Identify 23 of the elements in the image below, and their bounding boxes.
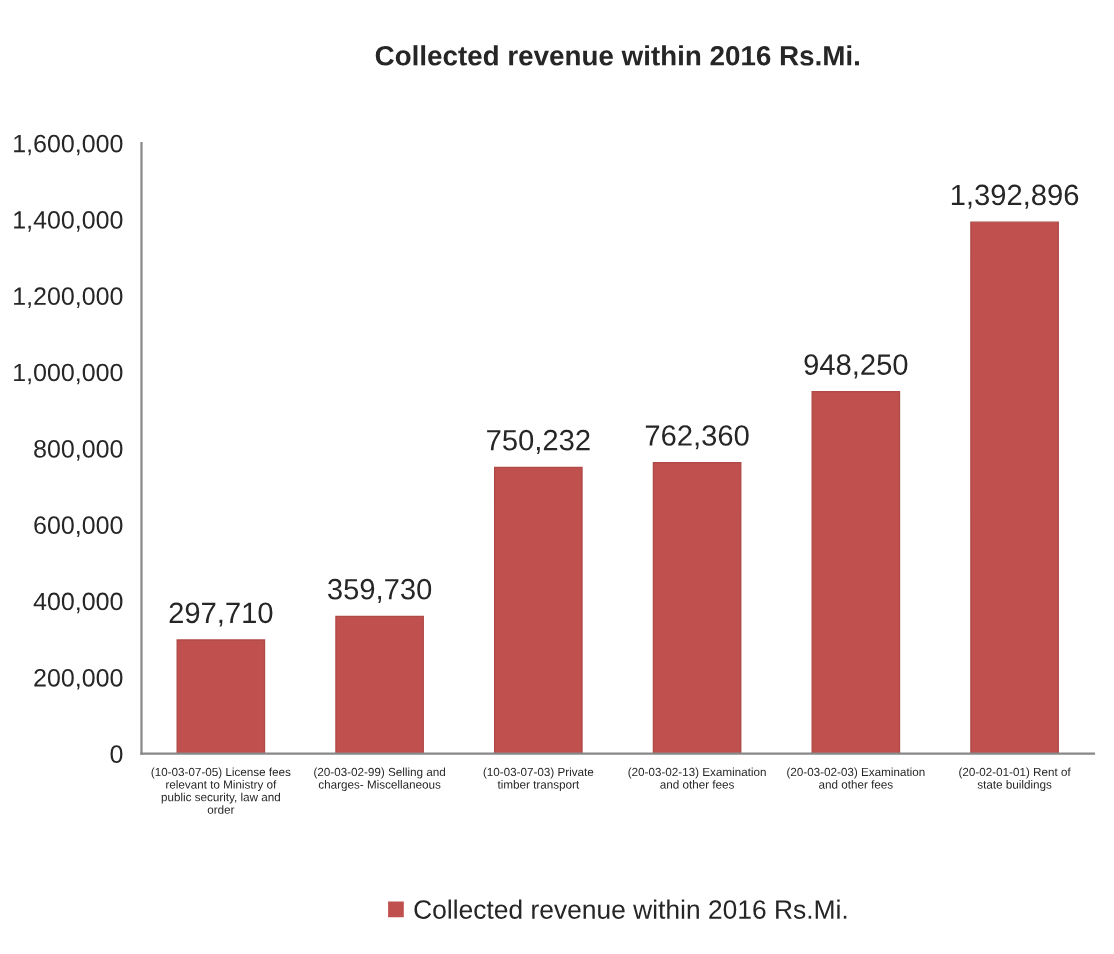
y-tick-label: 1,400,000 xyxy=(14,211,123,232)
y-tick-label: 200,000 xyxy=(34,668,123,690)
y-tick-label: 1,000,000 xyxy=(14,363,123,385)
text: 948,250 xyxy=(804,354,908,379)
bar xyxy=(970,221,1059,754)
y-tick-label: 1,600,000 xyxy=(14,134,123,156)
text: 762,360 xyxy=(645,425,749,450)
bar xyxy=(335,615,424,754)
y-tick-label: 1,200,000 xyxy=(14,287,123,308)
text: 1,392,896 xyxy=(951,184,1079,209)
bar xyxy=(652,462,742,754)
bar xyxy=(811,391,901,754)
bar xyxy=(493,466,583,754)
y-tick-label: 0 xyxy=(110,745,123,763)
text: 750,232 xyxy=(487,429,590,454)
y-tick-label: 400,000 xyxy=(33,592,123,614)
text: 359,730 xyxy=(328,578,432,603)
chart-title: Collected revenue within 2016 Rs.Mi. xyxy=(375,45,859,66)
y-tick-label: 800,000 xyxy=(34,439,123,461)
text: 297,710 xyxy=(169,602,273,627)
y-tick-label: 600,000 xyxy=(34,516,123,537)
legend-label: Collected revenue within 2016 Rs.Mi. xyxy=(414,899,847,919)
bar xyxy=(176,639,266,754)
